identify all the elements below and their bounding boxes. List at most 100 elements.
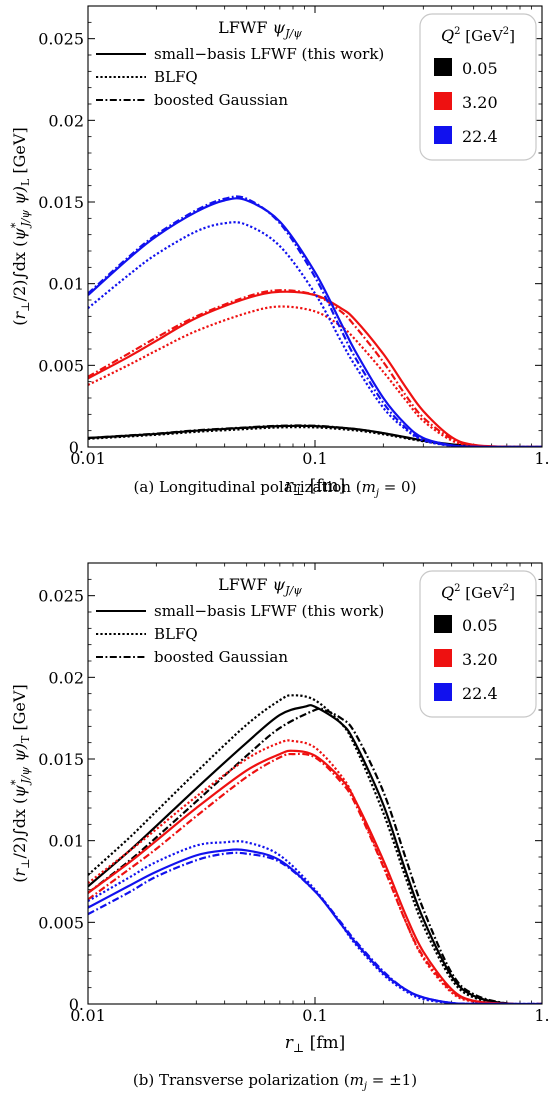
y-tick-label: 0.005 bbox=[38, 913, 84, 932]
x-tick-label: 0.1 bbox=[302, 1006, 327, 1025]
legend-label: boosted Gaussian bbox=[154, 648, 288, 666]
legend-q2-label: 0.05 bbox=[462, 616, 498, 635]
series-line-solid bbox=[88, 848, 542, 1004]
text-span: J/ψ bbox=[19, 210, 32, 229]
x-tick-label: 0.01 bbox=[70, 449, 106, 468]
plot-frame bbox=[87, 562, 543, 1005]
text-span: (b) Transverse polarization ( bbox=[133, 1071, 350, 1089]
text-span: = ±1) bbox=[367, 1071, 417, 1089]
text-span: r bbox=[10, 867, 29, 876]
text-span: Q bbox=[441, 26, 454, 45]
y-tick-label: 0. bbox=[69, 438, 84, 457]
text-span: ψ bbox=[10, 228, 29, 241]
figure-caption: (b) Transverse polarization (mj = ±1) bbox=[133, 1071, 417, 1092]
text-span: 2 bbox=[454, 26, 460, 37]
text-span: ψ bbox=[10, 785, 29, 798]
series-line-dotted bbox=[88, 840, 542, 1004]
legend-swatch bbox=[434, 58, 452, 76]
text-span: r bbox=[285, 476, 294, 496]
text-span: /2)∫dx ( bbox=[10, 241, 29, 302]
y-tick-label: 0.005 bbox=[38, 356, 84, 375]
text-span: r bbox=[10, 310, 29, 319]
legend-title: LFWF ψJ/ψ bbox=[218, 575, 302, 597]
text-span: [fm] bbox=[304, 476, 345, 496]
x-tick-label: 1. bbox=[534, 449, 549, 468]
legend-label: small−basis LFWF (this work) bbox=[154, 602, 384, 620]
x-tick-label: 1. bbox=[534, 1006, 549, 1025]
text-span: r bbox=[285, 1033, 294, 1053]
text-span: Q bbox=[441, 583, 454, 602]
series-line-dashdot bbox=[88, 752, 542, 1004]
y-tick-label: 0.015 bbox=[38, 193, 84, 212]
text-span: ψ) bbox=[10, 743, 29, 767]
text-span: 2 bbox=[503, 26, 509, 37]
y-tick-label: 0.02 bbox=[48, 111, 84, 130]
plot-frame bbox=[87, 5, 543, 448]
text-span: (a) Longitudinal polarization ( bbox=[134, 478, 362, 496]
legend-title: LFWF ψJ/ψ bbox=[218, 18, 302, 40]
text-span: [GeV bbox=[460, 584, 503, 602]
legend-swatch bbox=[434, 649, 452, 667]
text-span: J/ψ bbox=[283, 27, 302, 40]
x-tick-label: 0.1 bbox=[302, 449, 327, 468]
text-span: ⊥ bbox=[19, 858, 32, 868]
legend-q2-label: 22.4 bbox=[462, 127, 498, 146]
text-span: ψ bbox=[273, 575, 286, 594]
text-span: [GeV] bbox=[10, 127, 29, 178]
y-tick-label: 0.015 bbox=[38, 750, 84, 769]
legend-q2-box bbox=[419, 570, 537, 718]
chart-panel-b: 0. 0.005 0.01 0.015 0.02 0.025 0.01 0.1 1. LFWF ψ… bbox=[9, 562, 550, 1092]
text-span: = 0) bbox=[379, 478, 417, 496]
series-line-dotted bbox=[88, 221, 542, 447]
text-span: ] bbox=[509, 584, 515, 602]
series-line-dotted bbox=[88, 694, 542, 1004]
figure-caption: (a) Longitudinal polarization (mj = 0) bbox=[134, 478, 417, 499]
text-span: L bbox=[19, 178, 32, 186]
legend-swatch bbox=[434, 615, 452, 633]
legend-q2-label: 0.05 bbox=[462, 59, 498, 78]
text-span: ⊥ bbox=[293, 1041, 304, 1055]
legend-styles: LFWF ψJ/ψ small−basis LFWF (this work) BLF… bbox=[96, 575, 384, 666]
legend-label: BLFQ bbox=[154, 68, 198, 86]
text-span: j bbox=[374, 488, 379, 499]
text-span: LFWF bbox=[218, 18, 272, 37]
text-span: [GeV bbox=[460, 27, 503, 45]
text-span: 2 bbox=[503, 583, 509, 594]
legend-label: BLFQ bbox=[154, 625, 198, 643]
y-tick-label: 0.01 bbox=[48, 832, 84, 851]
y-tick-label: 0.02 bbox=[48, 668, 84, 687]
y-axis-label: (r⊥/2)∫dx (ψ*J/ψ ψ)T [GeV] bbox=[9, 684, 32, 882]
legend-q2-label: 22.4 bbox=[462, 684, 498, 703]
text-span: ( bbox=[10, 876, 29, 882]
y-tick-label: 0.01 bbox=[48, 275, 84, 294]
series-line-solid bbox=[88, 704, 542, 1004]
x-tick-label: 0.01 bbox=[70, 1006, 106, 1025]
text-span: J/ψ bbox=[283, 584, 302, 597]
text-span: T bbox=[19, 735, 32, 743]
y-tick-label: 0.025 bbox=[38, 30, 84, 49]
y-axis-label: (r⊥/2)∫dx (ψ*J/ψ ψ)L [GeV] bbox=[9, 127, 32, 325]
text-span: * bbox=[9, 779, 22, 785]
legend-q2-label: 3.20 bbox=[462, 650, 498, 669]
text-span: [fm] bbox=[304, 1033, 345, 1053]
series-line-dotted bbox=[88, 739, 542, 1004]
text-span: /2)∫dx ( bbox=[10, 798, 29, 859]
text-span: ψ bbox=[273, 18, 286, 37]
legend-styles: LFWF ψJ/ψ small−basis LFWF (this work) BLF… bbox=[96, 18, 384, 109]
legend-label: boosted Gaussian bbox=[154, 91, 288, 109]
series-group bbox=[88, 694, 542, 1004]
text-span: ⊥ bbox=[293, 484, 304, 498]
legend-q2-box bbox=[419, 13, 537, 161]
legend-q2-title: Q2 [GeV2] bbox=[441, 26, 515, 45]
series-line-solid bbox=[88, 290, 542, 447]
legend-swatch bbox=[434, 683, 452, 701]
text-span: j bbox=[362, 1081, 367, 1092]
series-group bbox=[88, 195, 542, 447]
series-line-dashdot bbox=[88, 289, 542, 447]
y-tick-label: 0. bbox=[69, 995, 84, 1014]
text-span: ψ) bbox=[10, 186, 29, 210]
legend-swatch bbox=[434, 92, 452, 110]
